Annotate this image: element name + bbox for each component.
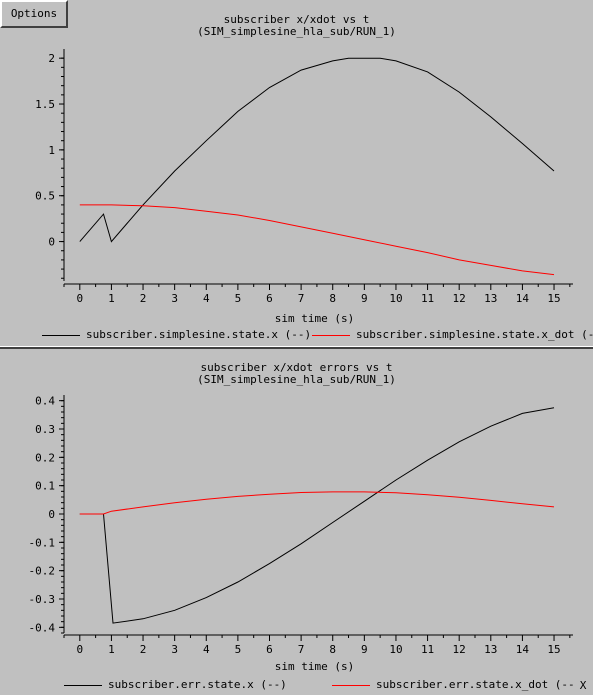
y-tick-label: -0.3 [29, 593, 56, 606]
x-tick-label: 15 [547, 292, 560, 305]
close-button[interactable]: X [573, 677, 593, 695]
x-tick-label: 9 [361, 643, 368, 656]
x-tick-label: 3 [171, 643, 178, 656]
x-tick-label: 4 [203, 643, 210, 656]
x-tick-label: 6 [266, 292, 273, 305]
legend: subscriber.err.state.x (--) subscriber.e… [0, 678, 593, 692]
chart-subtitle: (SIM_simplesine_hla_sub/RUN_1) [197, 25, 396, 38]
y-tick-label: 1 [48, 144, 55, 157]
x-tick-label: 8 [329, 643, 336, 656]
series-line-1 [79, 491, 555, 515]
menu-bar: Options [0, 0, 593, 28]
x-tick-label: 6 [266, 643, 273, 656]
x-tick-label: 11 [421, 292, 434, 305]
x-tick-label: 13 [484, 643, 497, 656]
y-tick-label: -0.1 [29, 536, 56, 549]
legend-swatch [42, 334, 80, 336]
x-tick-label: 11 [421, 643, 434, 656]
x-tick-label: 14 [516, 292, 530, 305]
y-tick-label: 0.5 [35, 190, 55, 203]
chart-subtitle: (SIM_simplesine_hla_sub/RUN_1) [197, 373, 396, 386]
y-tick-label: -0.2 [29, 565, 56, 578]
x-tick-label: 4 [203, 292, 210, 305]
chart-title: subscriber x/xdot errors vs t [200, 361, 393, 374]
legend: subscriber.simplesine.state.x (--) subsc… [0, 328, 593, 342]
y-tick-label: 0.2 [35, 451, 55, 464]
x-tick-label: 10 [389, 292, 402, 305]
legend-swatch [332, 684, 370, 686]
x-tick-label: 9 [361, 292, 368, 305]
y-tick-label: 0.3 [35, 423, 55, 436]
x-tick-label: 12 [453, 643, 466, 656]
x-tick-label: 7 [298, 643, 305, 656]
x-tick-label: 15 [547, 643, 560, 656]
series-line-1 [79, 204, 555, 276]
series-line-0 [79, 407, 555, 624]
x-axis-title: sim time (s) [275, 312, 354, 325]
y-tick-label: -0.4 [29, 621, 56, 634]
y-tick-label: 1.5 [35, 98, 55, 111]
legend-entry-x-dot: subscriber.simplesine.state.x_dot (--) [312, 328, 593, 342]
plot-area-errors: 0.40.30.20.10-0.1-0.2-0.3-0.40 1 2 3 4 5 6 7 8 9 1… [29, 395, 573, 673]
x-tick-label: 5 [235, 643, 242, 656]
x-tick-label: 0 [76, 292, 83, 305]
y-tick-label: 0 [48, 236, 55, 249]
chart-panel-xxdot: subscriber x/xdot vs t (SIM_simplesine_h… [0, 13, 593, 346]
x-tick-label: 1 [108, 643, 115, 656]
y-tick-label: 0 [48, 508, 55, 521]
options-menu-button[interactable]: Options [0, 0, 68, 28]
panel-divider[interactable] [0, 346, 593, 349]
x-tick-label: 2 [140, 292, 147, 305]
legend-entry-err-x: subscriber.err.state.x (--) [64, 678, 287, 692]
x-tick-label: 14 [516, 643, 530, 656]
x-tick-label: 10 [389, 643, 402, 656]
series-line-0 [79, 57, 555, 243]
x-axis-title: sim time (s) [275, 660, 354, 673]
x-tick-label: 2 [140, 643, 147, 656]
y-tick-label: 0.4 [35, 395, 55, 408]
x-tick-label: 7 [298, 292, 305, 305]
x-tick-label: 3 [171, 292, 178, 305]
legend-entry-x: subscriber.simplesine.state.x (--) [42, 328, 311, 342]
x-tick-label: 0 [76, 643, 83, 656]
x-tick-label: 8 [329, 292, 336, 305]
x-tick-label: 12 [453, 292, 466, 305]
legend-swatch [312, 334, 350, 336]
legend-entry-err-x-dot: subscriber.err.state.x_dot (--) [332, 678, 581, 692]
legend-swatch [64, 684, 102, 686]
x-tick-label: 1 [108, 292, 115, 305]
y-tick-label: 0.1 [35, 480, 55, 493]
y-tick-label: 2 [48, 52, 55, 65]
x-tick-label: 13 [484, 292, 497, 305]
chart-panel-errors: subscriber x/xdot errors vs t (SIM_simpl… [0, 349, 593, 695]
chart-title: subscriber x/xdot vs t [223, 13, 370, 26]
x-tick-label: 5 [235, 292, 242, 305]
